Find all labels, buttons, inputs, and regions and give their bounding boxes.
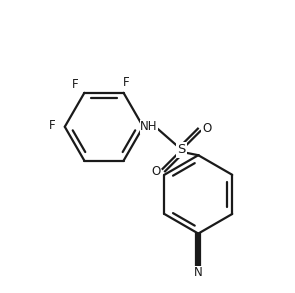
Text: N: N: [194, 266, 203, 279]
Text: F: F: [123, 76, 130, 89]
Text: O: O: [202, 122, 211, 135]
Text: F: F: [49, 119, 56, 132]
Text: NH: NH: [140, 120, 158, 133]
Text: S: S: [177, 144, 186, 156]
Text: F: F: [72, 78, 79, 91]
Text: O: O: [152, 165, 161, 178]
